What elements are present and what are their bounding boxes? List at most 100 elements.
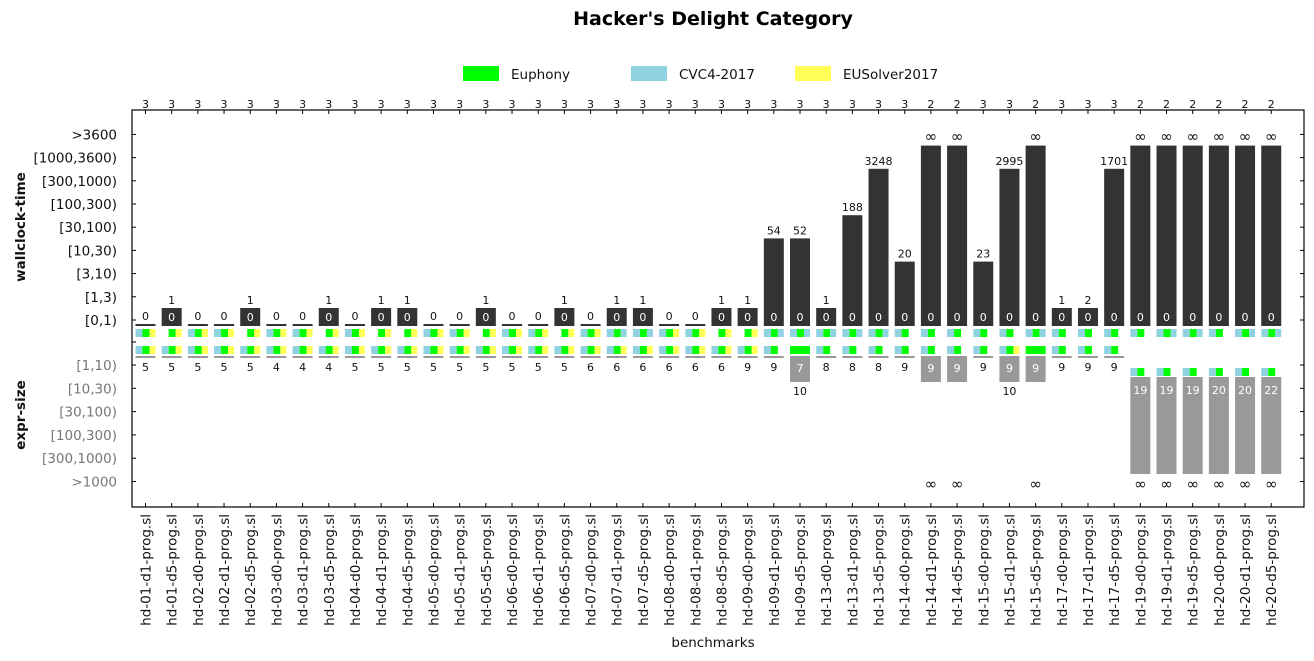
size-mark-cvc4	[502, 346, 510, 354]
x-tick-label: hd-09-d1-prog.sl	[767, 514, 783, 626]
size-mark-eusolver	[751, 346, 758, 354]
solved-count-label: 3	[482, 98, 489, 111]
time-mark-euphony	[1189, 329, 1197, 337]
x-tick-label: hd-20-d0-prog.sl	[1212, 514, 1228, 626]
size-value-label: 8	[849, 361, 856, 374]
time-mark-cvc4-wide	[632, 329, 640, 337]
best-time-label: 0	[378, 311, 385, 324]
time-mark-cvc4	[423, 329, 431, 337]
size-value-label: 6	[692, 361, 699, 374]
time-bar	[423, 324, 444, 326]
time-mark-cvc4-tail	[856, 329, 863, 337]
size-mark-cvc4	[816, 346, 824, 354]
time-value-label: 0	[273, 310, 280, 323]
time-bar	[868, 168, 889, 326]
time-mark-cvc4-wide	[1025, 329, 1033, 337]
size-mark-cvc4	[214, 346, 222, 354]
size-value-label: ∞	[1160, 475, 1173, 493]
time-mark-euphony	[901, 329, 909, 337]
size-bar	[344, 356, 365, 358]
time-mark-euphony	[849, 329, 857, 337]
solved-count-label: 3	[194, 98, 201, 111]
size-mark-euphony	[456, 346, 464, 354]
time-mark-cvc4	[502, 329, 510, 337]
solved-count-label: 3	[168, 98, 175, 111]
time-mark-euphony	[194, 329, 202, 337]
size-mark-euphony	[535, 346, 543, 354]
size-mark-eusolver	[201, 346, 208, 354]
y-tick-label-size: [1,10)	[76, 358, 117, 374]
time-mark-euphony	[351, 329, 359, 337]
time-bar	[1235, 145, 1256, 326]
time-mark-cvc4	[266, 329, 274, 337]
time-value-label: 2995	[995, 155, 1023, 168]
time-mark-euphony	[587, 329, 595, 337]
y-tick-label-time: [1000,3600)	[33, 151, 117, 167]
time-mark-cvc4	[659, 329, 667, 337]
y-tick-label-time: [0,1)	[85, 313, 117, 329]
time-mark-eusolver	[358, 329, 365, 337]
solved-count-label: 3	[797, 98, 804, 111]
size-mark-eusolver	[358, 346, 365, 354]
time-mark-cvc4	[344, 329, 352, 337]
size-mark-euphony	[1163, 368, 1171, 376]
size-value-label: 5	[509, 361, 516, 374]
time-mark-euphony	[1163, 329, 1171, 337]
x-tick-label: hd-06-d5-prog.sl	[557, 514, 573, 626]
time-mark-eusolver	[254, 329, 261, 337]
size-mark-euphony	[1189, 368, 1197, 376]
size-value-label: 5	[142, 361, 149, 374]
solved-count-label: 3	[404, 98, 411, 111]
size-mark-cvc4	[266, 346, 274, 354]
size-mark-eusolver	[254, 346, 261, 354]
time-value-label: ∞	[1213, 128, 1226, 146]
solved-count-label: 3	[692, 98, 699, 111]
size-mark-cvc4	[1104, 346, 1112, 354]
x-tick-label: hd-17-d0-prog.sl	[1055, 514, 1071, 626]
best-size-label: 9	[954, 362, 961, 375]
size-value-label: 9	[744, 361, 751, 374]
time-mark-euphony	[1242, 329, 1250, 337]
best-time-label: 0	[927, 311, 934, 324]
best-time-label: 0	[1137, 311, 1144, 324]
time-mark-euphony	[1268, 329, 1276, 337]
time-mark-cvc4-wide	[868, 329, 876, 337]
time-value-label: 2	[1084, 294, 1091, 307]
time-value-label: ∞	[1265, 128, 1278, 146]
best-time-label: 0	[247, 311, 254, 324]
time-value-label: ∞	[1186, 128, 1199, 146]
best-time-label: 0	[1058, 311, 1065, 324]
time-value-label: 1	[718, 294, 725, 307]
size-value-label: 10	[1002, 385, 1016, 398]
time-mark-cvc4-tail	[804, 329, 810, 337]
x-tick-label: hd-09-d0-prog.sl	[741, 514, 757, 626]
size-value-label: 9	[1084, 361, 1091, 374]
size-mark-cvc4	[1261, 368, 1269, 376]
solved-count-label: 3	[325, 98, 332, 111]
time-bar	[763, 238, 784, 326]
size-value-label: 5	[351, 361, 358, 374]
solved-count-label: 2	[1163, 98, 1170, 111]
time-bar	[737, 308, 758, 326]
time-mark-cvc4	[1077, 329, 1085, 337]
time-value-label: 0	[666, 310, 673, 323]
time-mark-euphony	[1137, 329, 1145, 337]
solved-count-label: 3	[718, 98, 725, 111]
size-bar	[632, 356, 653, 358]
solved-count-label: 3	[901, 98, 908, 111]
size-mark-eusolver	[542, 346, 549, 354]
solved-count-label: 2	[1032, 98, 1039, 111]
solved-count-label: 2	[1215, 98, 1222, 111]
solved-count-label: 3	[247, 98, 254, 111]
size-bar	[214, 356, 235, 358]
x-tick-label: hd-02-d1-prog.sl	[217, 514, 233, 626]
size-mark-euphony	[194, 346, 202, 354]
size-mark-eusolver	[620, 346, 627, 354]
time-mark-eusolver	[751, 329, 758, 337]
size-mark-cvc4	[868, 346, 876, 354]
size-mark-cvc4	[318, 346, 326, 354]
time-bar	[1051, 308, 1072, 326]
size-bar	[947, 356, 968, 382]
best-time-label: 0	[404, 311, 411, 324]
size-value-label: 5	[535, 361, 542, 374]
